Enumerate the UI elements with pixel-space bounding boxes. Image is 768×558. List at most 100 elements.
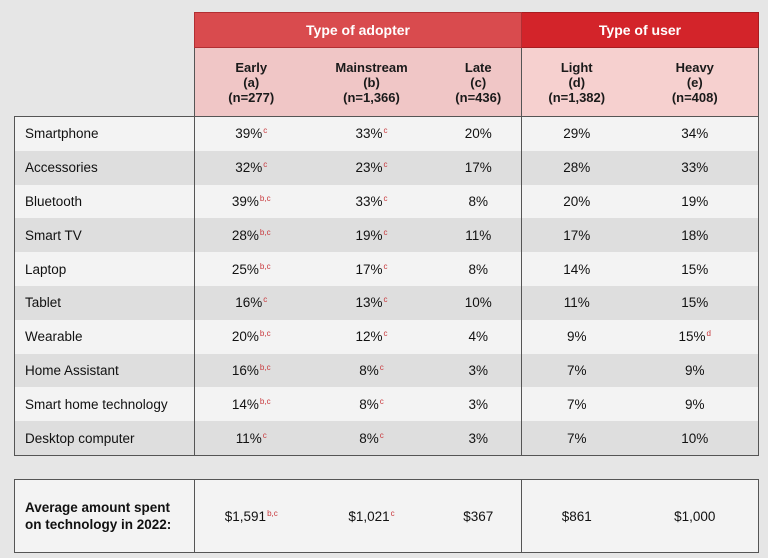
cell-value: 28% — [231, 227, 259, 243]
cell-value: 19% — [681, 193, 709, 209]
cell-value: 11% — [465, 227, 492, 243]
table-cell: 16%c — [194, 285, 308, 320]
table-cell: 20% — [435, 115, 522, 151]
table-cell: 20%b,c — [194, 319, 308, 354]
table-row: Desktop computer 11%c 8%c 3% 7% 10% — [14, 421, 760, 456]
table-cell: 11% — [521, 285, 632, 320]
cell-value: $367 — [463, 508, 494, 524]
cell-value: 32% — [235, 160, 263, 176]
significance-marker: c — [383, 329, 388, 339]
column-header-n: (n=1,382) — [548, 89, 606, 105]
cell-value: 9% — [685, 362, 705, 378]
column-header-name: Heavy — [675, 59, 714, 75]
table-row: Tablet 16%c 13%c 10% 11% 15% — [14, 285, 760, 320]
table-cell: 11% — [435, 218, 522, 253]
table-cell: 9% — [521, 319, 632, 354]
significance-marker: c — [383, 193, 388, 203]
significance-marker: b,c — [259, 329, 271, 339]
table-cell: $1,591b,c — [194, 479, 308, 553]
column-header-code: (a) — [243, 74, 260, 90]
table-cell: 14%b,c — [194, 387, 308, 422]
average-spend-row: Average amount spent on technology in 20… — [14, 479, 759, 553]
cell-value: 11% — [235, 430, 262, 446]
column-header-heavy: Heavy (e) (n=408) — [631, 47, 760, 117]
technology-ownership-table: Type of adopter Type of user Early (a) (n=… — [14, 12, 760, 456]
cell-value: 12% — [355, 329, 383, 345]
significance-marker: c — [390, 508, 395, 518]
cell-value: 8% — [359, 396, 379, 412]
significance-marker: c — [263, 160, 268, 170]
table-cell: 18% — [631, 218, 760, 253]
cell-value: 3% — [468, 362, 488, 378]
significance-marker: c — [263, 126, 268, 136]
cell-value: 15% — [681, 261, 709, 277]
cell-value: 9% — [685, 396, 705, 412]
table-row: Laptop 25%b,c 17%c 8% 14% 15% — [14, 252, 760, 286]
cell-value: 39% — [235, 126, 263, 142]
table-cell: 28% — [521, 150, 632, 185]
cell-value: 3% — [468, 396, 488, 412]
cell-value: 14% — [231, 396, 259, 412]
column-header-name: Mainstream — [335, 59, 408, 75]
cell-value: 14% — [563, 261, 591, 277]
cell-value: 28% — [563, 160, 591, 176]
significance-marker: b,c — [259, 362, 271, 372]
table-cell: 8% — [435, 184, 522, 219]
cell-value: $1,591 — [224, 508, 267, 524]
table-cell: 8% — [435, 252, 522, 286]
cell-value: 11% — [563, 295, 590, 311]
column-header-code: (e) — [686, 74, 703, 90]
table-row: Wearable 20%b,c 12%c 4% 9% 15%d — [14, 319, 760, 354]
table-cell: 15% — [631, 252, 760, 286]
table-cell: 9% — [631, 387, 760, 422]
cell-value: 7% — [566, 430, 587, 446]
significance-marker: c — [383, 227, 388, 237]
table-cell: 16%b,c — [194, 353, 308, 388]
column-header-light: Light (d) (n=1,382) — [521, 47, 632, 117]
table-cell: 13%c — [307, 285, 436, 320]
table-cell: 29% — [521, 115, 632, 151]
table-cell: 15%d — [631, 319, 760, 354]
significance-marker: c — [379, 362, 384, 372]
cell-value: 17% — [464, 160, 492, 176]
row-label: Wearable — [14, 319, 195, 354]
table-row: Bluetooth 39%b,c 33%c 8% 20% 19% — [14, 184, 760, 219]
table-cell: 11%c — [194, 421, 308, 456]
significance-marker: b,c — [259, 261, 271, 271]
table-row: Accessories 32%c 23%c 17% 28% 33% — [14, 150, 760, 185]
row-label: Home Assistant — [14, 353, 195, 388]
significance-marker: c — [263, 295, 268, 305]
cell-value: 39% — [231, 193, 259, 209]
table-row: Smart home technology 14%b,c 8%c 3% 7% 9% — [14, 387, 760, 422]
table-cell: $1,021c — [307, 479, 436, 553]
table-cell: 15% — [631, 285, 760, 320]
row-label: Bluetooth — [14, 184, 195, 219]
cell-value: 15% — [681, 295, 709, 311]
table-cell: 3% — [435, 387, 522, 422]
average-spend-table: Average amount spent on technology in 20… — [14, 479, 759, 553]
significance-marker: c — [383, 160, 388, 170]
table-cell: $367 — [435, 479, 522, 553]
table-cell: 17%c — [307, 252, 436, 286]
cell-value: 7% — [566, 396, 587, 412]
cell-value: 20% — [464, 126, 492, 142]
table-cell: 32%c — [194, 150, 308, 185]
column-header-early: Early (a) (n=277) — [194, 47, 308, 117]
significance-marker: c — [383, 126, 388, 136]
column-header-mainstream: Mainstream (b) (n=1,366) — [307, 47, 436, 117]
column-header-code: (b) — [363, 74, 380, 90]
cell-value: 10% — [464, 295, 492, 311]
column-header-code: (c) — [470, 74, 487, 90]
group-header-user: Type of user — [520, 12, 760, 48]
cell-value: 9% — [566, 329, 587, 345]
cell-value: 4% — [468, 329, 488, 345]
significance-marker: b,c — [259, 193, 271, 203]
table-cell: 14% — [521, 252, 632, 286]
table-cell: 17% — [435, 150, 522, 185]
table-cell: 3% — [435, 353, 522, 388]
cell-value: 29% — [563, 126, 591, 142]
significance-marker: c — [383, 295, 388, 305]
column-header-late: Late (c) (n=436) — [435, 47, 522, 117]
cell-value: 16% — [231, 362, 259, 378]
cell-value: 34% — [681, 126, 709, 142]
